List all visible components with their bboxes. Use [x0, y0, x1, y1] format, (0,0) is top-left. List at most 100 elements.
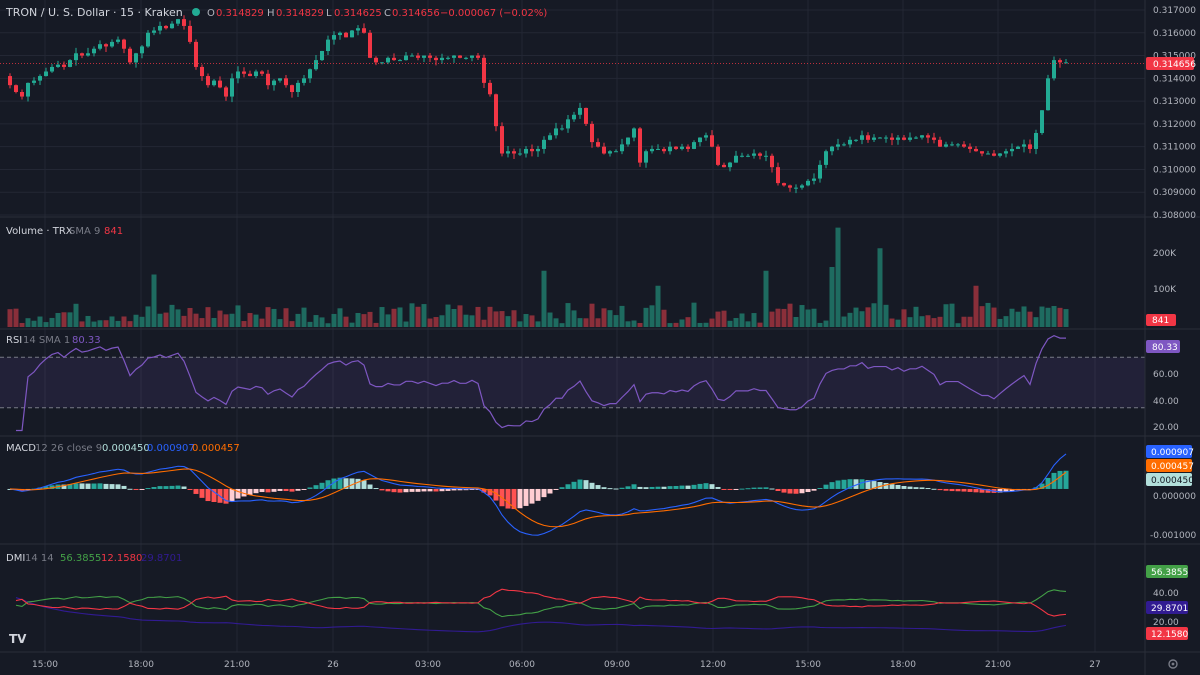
- candle-body: [530, 148, 534, 152]
- macd-histogram-bar: [229, 488, 235, 502]
- volume-bar: [403, 321, 409, 327]
- volume-bar: [607, 310, 613, 327]
- candle-body: [764, 155, 768, 157]
- volume-bar: [337, 308, 343, 327]
- candle-body: [236, 71, 240, 79]
- macd-histogram-bar: [805, 488, 811, 493]
- candle-body: [800, 185, 804, 188]
- volume-bar: [667, 323, 673, 327]
- macd-histogram-bar: [613, 488, 619, 490]
- macd-histogram-bar: [277, 488, 283, 491]
- macd-histogram-bar: [619, 487, 625, 489]
- macd-histogram-bar: [661, 486, 667, 489]
- candle-body: [1016, 146, 1020, 149]
- macd-histogram-bar: [559, 487, 565, 489]
- macd-histogram-bar: [373, 488, 379, 490]
- candle-body: [752, 153, 756, 156]
- macd-histogram-bar: [949, 488, 955, 492]
- volume-bar: [1027, 311, 1033, 327]
- candle-body: [146, 32, 150, 47]
- price-tick-label: 0.311000: [1153, 143, 1196, 153]
- volume-bar: [913, 306, 919, 327]
- low-label: L: [326, 8, 332, 19]
- candle-body: [410, 55, 414, 57]
- candle-body: [230, 78, 234, 97]
- macd-histogram-bar: [703, 483, 709, 489]
- volume-bar: [319, 317, 325, 327]
- volume-bar: [499, 311, 505, 327]
- candle-body: [980, 151, 984, 154]
- macd-hist-label: 0.000450: [1151, 476, 1194, 486]
- candle-body: [830, 146, 834, 152]
- volume-bar: [277, 319, 283, 327]
- volume-bar: [1051, 306, 1057, 327]
- rsi-line: [16, 334, 1066, 432]
- candle-body: [698, 137, 702, 143]
- candle-body: [200, 66, 204, 77]
- volume-bar: [757, 322, 763, 327]
- candle-body: [1058, 60, 1062, 63]
- volume-tick-100k: 100K: [1153, 285, 1177, 295]
- candle-body: [314, 60, 318, 70]
- open-label: O: [207, 8, 215, 19]
- candle-body: [344, 32, 348, 38]
- macd-histogram-bar: [853, 479, 859, 489]
- candle-body: [548, 135, 552, 140]
- candle-body: [806, 180, 810, 186]
- macd-histogram-bar: [1045, 477, 1051, 489]
- volume-bar: [883, 304, 889, 327]
- candle-body: [134, 53, 138, 63]
- candle-body: [722, 164, 726, 168]
- candle-body: [326, 39, 330, 51]
- macd-histogram-bar: [331, 478, 337, 489]
- candle-body: [338, 32, 342, 36]
- macd-histogram-bar: [463, 488, 469, 491]
- volume-bar: [739, 313, 745, 327]
- price-tick-label: 0.308000: [1153, 211, 1196, 221]
- volume-bar: [49, 317, 55, 327]
- candle-body: [356, 28, 360, 31]
- candle-body: [860, 135, 864, 140]
- macd-histogram-bar: [511, 488, 517, 510]
- macd-histogram-bar: [607, 488, 613, 490]
- macd-histogram-bar: [295, 488, 301, 491]
- candle-body: [140, 46, 144, 54]
- volume-bar: [343, 316, 349, 327]
- candle-body: [998, 153, 1002, 156]
- gear-icon[interactable]: [1168, 659, 1178, 669]
- candle-body: [8, 76, 12, 86]
- volume-bar: [235, 305, 241, 327]
- volume-bar: [331, 313, 337, 327]
- time-axis[interactable]: 15:00 18:00 21:00 26 03:00 06:00 09:00 12:00 15:…: [32, 660, 1101, 670]
- volume-bar: [265, 307, 271, 327]
- candle-body: [620, 144, 624, 152]
- volume-bar: [1021, 306, 1027, 327]
- symbol-title[interactable]: TRON / U. S. Dollar · 15 · Kraken: [5, 6, 183, 19]
- time-tick-label: 15:00: [795, 660, 821, 670]
- volume-bar: [673, 322, 679, 327]
- volume-bar: [577, 318, 583, 327]
- macd-histogram-bar: [493, 488, 499, 501]
- tradingview-logo[interactable]: TV: [6, 628, 30, 648]
- candle-body: [566, 119, 570, 129]
- candle-body: [296, 82, 300, 92]
- volume-bar: [709, 318, 715, 327]
- time-tick-label: 27: [1089, 660, 1100, 670]
- candle-body: [710, 135, 714, 147]
- volume-bar: [805, 309, 811, 327]
- price-axis[interactable]: 0.317000 0.316000 0.315000 0.314000 0.313000…: [1153, 6, 1196, 221]
- volume-bar: [991, 307, 997, 327]
- volume-bar: [139, 316, 145, 327]
- macd-histogram-bar: [835, 480, 841, 489]
- candle-body: [512, 151, 516, 154]
- macd-histogram-bar: [97, 483, 103, 489]
- volume-tick-200k: 200K: [1153, 249, 1177, 259]
- volume-bar: [451, 309, 457, 327]
- volume-bar: [217, 310, 223, 327]
- macd-histogram-bar: [301, 488, 307, 490]
- volume-bar: [955, 323, 961, 327]
- volume-bar: [187, 307, 193, 327]
- macd-histogram-bar: [103, 483, 109, 489]
- price-tick-label: 0.309000: [1153, 188, 1196, 198]
